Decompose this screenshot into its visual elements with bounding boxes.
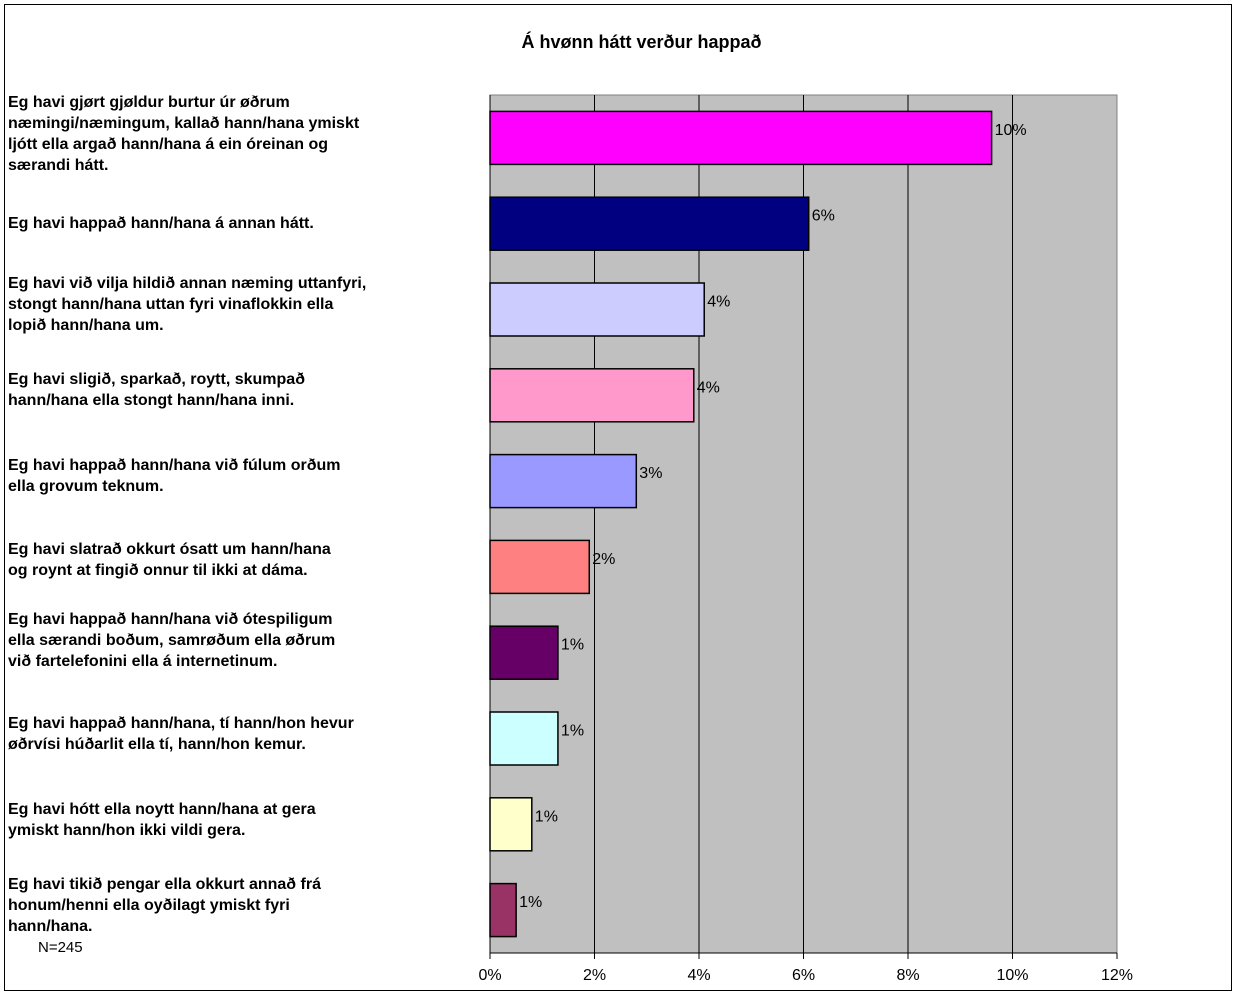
x-tick-label: 2% <box>583 967 606 984</box>
category-label: Eg havi slatrað okkurt ósatt um hann/han… <box>8 540 331 579</box>
bar <box>489 368 695 423</box>
category-label: Eg havi sligið, sparkað, roytt, skumpað … <box>8 371 305 410</box>
category-label: Eg havi happað hann/hana á annan hátt. <box>8 215 314 233</box>
x-tick-label: 12% <box>1101 967 1133 984</box>
bar <box>489 110 993 166</box>
data-label: 1% <box>519 894 542 911</box>
data-label: 4% <box>707 294 730 311</box>
category-label: Eg havi við vilja hildið annan næming ut… <box>8 275 367 334</box>
data-label: 6% <box>812 208 835 225</box>
x-tick-label: 4% <box>687 967 710 984</box>
bar <box>489 196 810 251</box>
category-label: Eg havi gjørt gjøldur burtur úr øðrum næ… <box>8 93 360 174</box>
sample-size-note: N=245 <box>38 939 83 956</box>
category-label: Eg havi tikið pengar ella okkurt annað f… <box>8 875 321 935</box>
category-label: Eg havi happað hann/hana við ótespiligum… <box>8 611 336 671</box>
bar <box>489 453 638 509</box>
category-label: Eg havi happað hann/hana við fúlum orðum… <box>8 457 341 496</box>
data-label: 1% <box>535 808 558 825</box>
category-label: Eg havi happað hann/hana, tí hann/hon he… <box>8 714 354 753</box>
x-tick-label: 6% <box>792 967 815 984</box>
data-label: 1% <box>561 637 584 654</box>
data-label: 4% <box>697 379 720 396</box>
data-label: 3% <box>639 465 662 482</box>
bar <box>489 797 533 852</box>
category-label: Eg havi hótt ella noytt hann/hana at ger… <box>8 801 316 840</box>
data-label: 10% <box>995 122 1027 139</box>
bar <box>489 282 705 337</box>
data-label: 1% <box>561 723 584 740</box>
bar <box>489 711 559 766</box>
data-label: 2% <box>592 551 615 568</box>
bar <box>489 625 559 680</box>
bar <box>489 539 591 595</box>
x-tick-label: 0% <box>478 967 501 984</box>
chart-title: Á hvønn hátt verður happað <box>521 32 762 52</box>
x-tick-label: 10% <box>996 967 1028 984</box>
x-tick-label: 8% <box>896 967 919 984</box>
bar <box>489 882 517 938</box>
